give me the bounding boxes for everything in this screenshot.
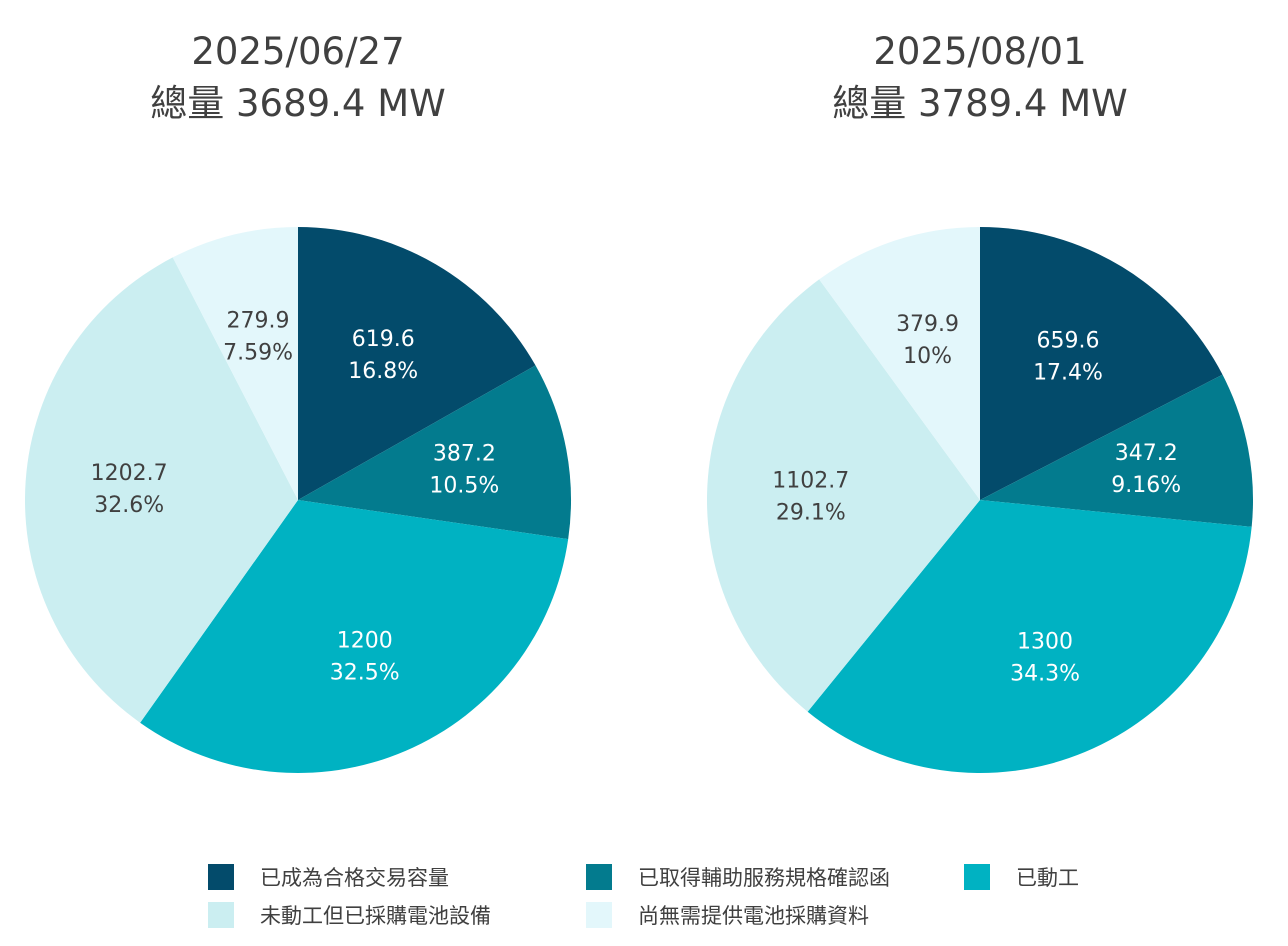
legend-label: 未動工但已採購電池設備 bbox=[260, 904, 491, 928]
pie-slice bbox=[24, 257, 299, 723]
slice-percent-label: 16.8% bbox=[348, 359, 418, 384]
pie-slice bbox=[298, 365, 571, 540]
legend-label: 已成為合格交易容量 bbox=[260, 866, 449, 890]
title-total: 總量 3689.4 MW bbox=[150, 82, 446, 125]
slice-percent-label: 32.6% bbox=[94, 493, 164, 518]
legend-label: 尚無需提供電池採購資料 bbox=[638, 904, 869, 928]
slice-value-label: 1200 bbox=[337, 629, 393, 654]
slice-value-label: 1300 bbox=[1017, 629, 1073, 654]
pie-slice bbox=[298, 227, 536, 500]
legend-swatch bbox=[964, 864, 990, 890]
slice-percent-label: 17.4% bbox=[1033, 360, 1103, 385]
pie-slice bbox=[706, 279, 980, 712]
legend-swatch bbox=[208, 864, 234, 890]
slice-percent-label: 29.1% bbox=[776, 500, 846, 525]
slice-percent-label: 10.5% bbox=[429, 474, 499, 499]
slice-percent-label: 7.59% bbox=[223, 341, 293, 366]
chart-title-left: 2025/06/27 總量 3689.4 MW bbox=[48, 26, 548, 130]
pie-slice bbox=[140, 500, 569, 773]
slice-percent-label: 9.16% bbox=[1111, 473, 1181, 498]
legend-label: 已取得輔助服務規格確認函 bbox=[638, 866, 890, 890]
legend-item: 已動工 bbox=[964, 862, 1079, 892]
slice-value-label: 379.9 bbox=[896, 312, 959, 337]
legend-swatch bbox=[586, 864, 612, 890]
title-total: 總量 3789.4 MW bbox=[832, 82, 1128, 125]
slice-value-label: 659.6 bbox=[1037, 328, 1100, 353]
chart-title-right: 2025/08/01 總量 3789.4 MW bbox=[730, 26, 1230, 130]
pie-slice bbox=[807, 500, 1252, 773]
legend-item: 未動工但已採購電池設備 bbox=[208, 900, 491, 930]
pie-slice bbox=[980, 227, 1223, 500]
slice-percent-label: 34.3% bbox=[1010, 661, 1080, 686]
pie-slice bbox=[819, 227, 980, 500]
slice-percent-label: 32.5% bbox=[330, 661, 400, 686]
legend-swatch bbox=[586, 902, 612, 928]
legend-label: 已動工 bbox=[1016, 866, 1079, 890]
title-date: 2025/08/01 bbox=[873, 30, 1087, 73]
slice-value-label: 279.9 bbox=[227, 309, 290, 334]
slice-percent-label: 10% bbox=[903, 344, 952, 369]
legend-item: 已取得輔助服務規格確認函 bbox=[586, 862, 890, 892]
slice-value-label: 1102.7 bbox=[772, 468, 849, 493]
pie-slice bbox=[172, 227, 298, 500]
legend-item: 已成為合格交易容量 bbox=[208, 862, 449, 892]
title-date: 2025/06/27 bbox=[191, 30, 405, 73]
legend-swatch bbox=[208, 902, 234, 928]
slice-value-label: 619.6 bbox=[352, 327, 415, 352]
slice-value-label: 387.2 bbox=[433, 442, 496, 467]
slice-value-label: 347.2 bbox=[1115, 441, 1178, 466]
slice-value-label: 1202.7 bbox=[91, 461, 168, 486]
pie-slice bbox=[980, 374, 1253, 527]
legend-item: 尚無需提供電池採購資料 bbox=[586, 900, 869, 930]
